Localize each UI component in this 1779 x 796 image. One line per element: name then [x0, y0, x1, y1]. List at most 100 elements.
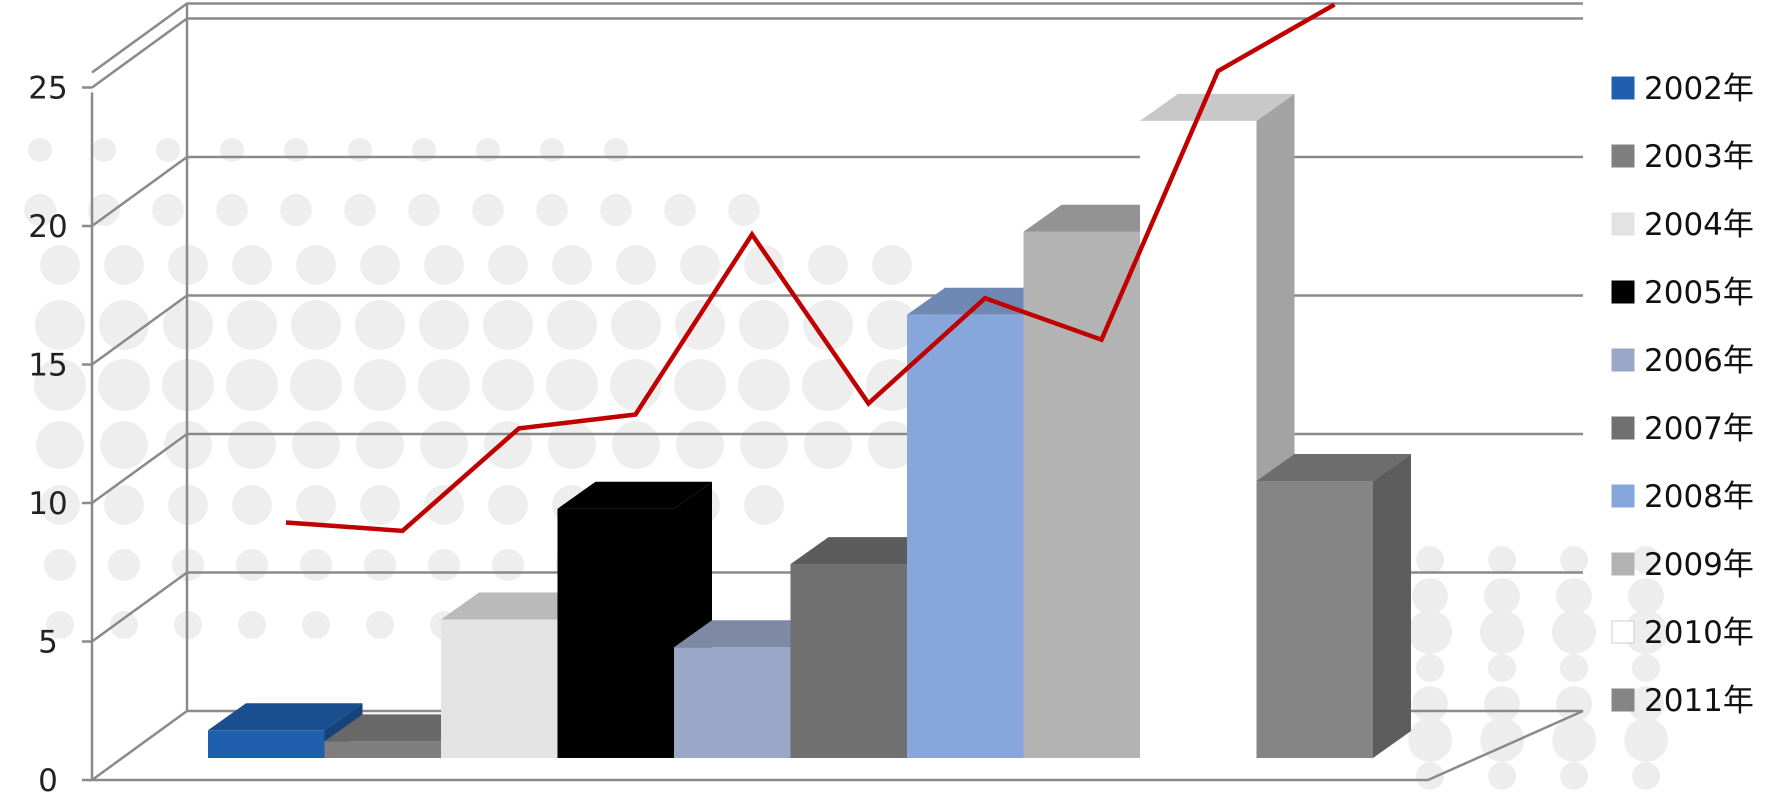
background-dot — [1632, 762, 1660, 790]
bar-front — [1140, 120, 1257, 758]
background-dot — [36, 421, 84, 469]
legend-label: 2006年 — [1644, 343, 1754, 379]
background-dot — [152, 194, 184, 226]
background-dot — [548, 421, 596, 469]
background-dot — [110, 611, 138, 639]
background-dot — [28, 138, 52, 162]
background-dot — [1412, 578, 1448, 614]
background-dot — [348, 138, 372, 162]
background-dot — [1552, 610, 1596, 654]
legend-swatch — [1611, 688, 1635, 712]
background-dot — [804, 421, 852, 469]
background-dot — [472, 194, 504, 226]
background-dot — [872, 245, 912, 285]
background-dot — [40, 485, 80, 525]
legend-item: 2010年 — [1611, 615, 1754, 651]
background-dot — [344, 194, 376, 226]
background-dot — [220, 138, 244, 162]
bar-front — [674, 647, 791, 758]
y-tick-label: 0 — [38, 763, 58, 796]
background-dot — [1408, 610, 1452, 654]
background-dot — [424, 485, 464, 525]
legend-label: 2011年 — [1644, 683, 1754, 719]
background-dot — [612, 421, 660, 469]
bar-front — [907, 314, 1024, 758]
background-dot — [604, 138, 628, 162]
y-axis: 0 5 10 15 20 25 — [28, 71, 92, 796]
background-dot — [92, 138, 116, 162]
background-dot — [418, 359, 470, 411]
background-dot — [364, 549, 396, 581]
bar-front — [790, 564, 907, 758]
chart-floor — [88, 709, 1584, 782]
background-dot — [1488, 546, 1516, 574]
background-dot — [1632, 546, 1660, 574]
background-dot — [24, 194, 56, 226]
bar-top — [674, 620, 829, 648]
background-dot — [1560, 546, 1588, 574]
bar-top — [1256, 454, 1411, 481]
background-dot — [803, 300, 853, 350]
background-dot — [420, 421, 468, 469]
background-dot — [1624, 610, 1668, 654]
background-dot — [100, 421, 148, 469]
background-dot — [284, 138, 308, 162]
back-wall-top — [91, 2, 1583, 74]
legend-swatch — [1611, 552, 1635, 576]
bar-front — [441, 619, 558, 758]
background-dot — [738, 359, 790, 411]
bar-top — [557, 481, 712, 509]
background-dot — [611, 300, 661, 350]
background-dot — [366, 611, 394, 639]
background-dot — [108, 549, 140, 581]
bar-2011年 — [1256, 454, 1411, 758]
background-dot — [296, 485, 336, 525]
background-dot — [488, 485, 528, 525]
line-layer — [285, 2, 1336, 534]
background-dot — [300, 549, 332, 581]
legend-swatch — [1611, 76, 1635, 100]
gridline — [91, 17, 1583, 89]
background-dot — [44, 549, 76, 581]
background-dot — [1556, 686, 1592, 722]
legend-swatch — [1611, 280, 1635, 304]
legend-label: 2009年 — [1644, 547, 1754, 583]
background-dot — [536, 194, 568, 226]
background-dot — [424, 245, 464, 285]
background-dot — [280, 194, 312, 226]
background-dot — [360, 245, 400, 285]
background-dot — [227, 300, 277, 350]
legend-label: 2005年 — [1644, 275, 1754, 311]
legend-swatch — [1611, 144, 1635, 168]
background-dot — [408, 194, 440, 226]
bar-top — [790, 537, 945, 565]
bar-2010年 — [1140, 93, 1295, 758]
background-dot — [674, 359, 726, 411]
background-dot — [428, 549, 460, 581]
background-dot — [1416, 654, 1444, 682]
background-dot — [744, 485, 784, 525]
background-dot — [808, 245, 848, 285]
background-dot — [291, 300, 341, 350]
legend-swatch — [1611, 620, 1635, 644]
legend-item: 2003年 — [1611, 139, 1754, 175]
gridline — [91, 155, 1583, 228]
y-tick-label: 20 — [28, 209, 67, 245]
legend-swatch — [1611, 348, 1635, 372]
legend-item: 2008年 — [1611, 479, 1754, 515]
background-dot — [98, 359, 150, 411]
background-dot — [296, 245, 336, 285]
background-dot — [1628, 578, 1664, 614]
background-dot — [616, 245, 656, 285]
legend-item: 2007年 — [1611, 411, 1754, 447]
background-dot — [867, 300, 917, 350]
line-series — [285, 2, 1336, 534]
background-dot — [232, 485, 272, 525]
background-dot — [1488, 762, 1516, 790]
background-dot — [238, 611, 266, 639]
background-dot — [232, 245, 272, 285]
background-dot — [1416, 546, 1444, 574]
background-dot — [1556, 578, 1592, 614]
